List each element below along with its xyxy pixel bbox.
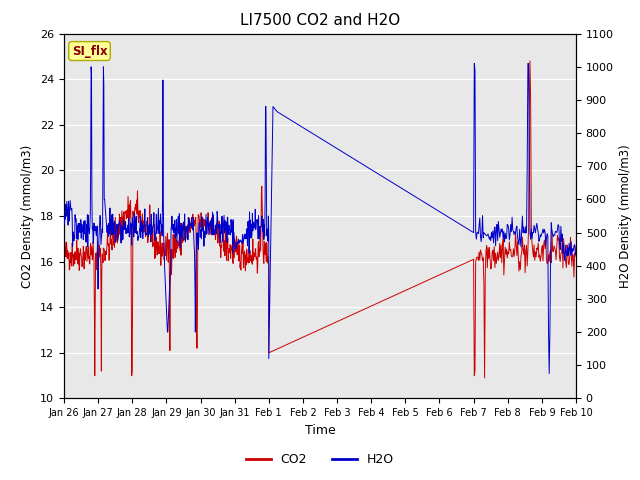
X-axis label: Time: Time xyxy=(305,424,335,437)
Title: LI7500 CO2 and H2O: LI7500 CO2 and H2O xyxy=(240,13,400,28)
Legend: CO2, H2O: CO2, H2O xyxy=(241,448,399,471)
Y-axis label: H2O Density (mmol/m3): H2O Density (mmol/m3) xyxy=(620,144,632,288)
Text: SI_flx: SI_flx xyxy=(72,45,108,58)
Y-axis label: CO2 Density (mmol/m3): CO2 Density (mmol/m3) xyxy=(22,144,35,288)
